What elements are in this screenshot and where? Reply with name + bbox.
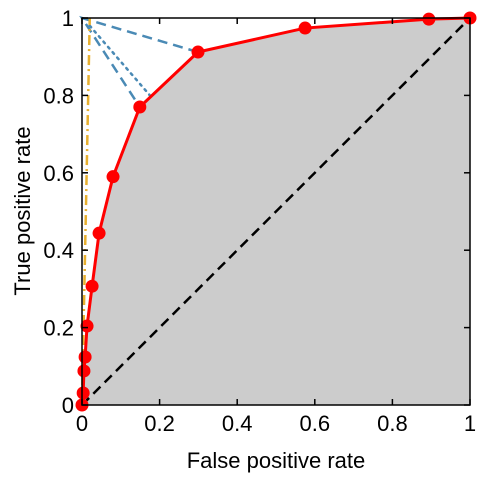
series-line <box>80 17 92 406</box>
series-line <box>81 17 471 406</box>
data-point <box>298 21 312 35</box>
x-tick-label: 0.4 <box>222 411 253 436</box>
series-line <box>88 24 152 97</box>
y-tick-label: 0.6 <box>43 161 74 186</box>
x-tick-label: 0.6 <box>300 411 331 436</box>
data-point <box>77 364 91 378</box>
data-point <box>191 45 205 59</box>
x-tick-label: 0 <box>76 411 88 436</box>
x-tick-label: 0.2 <box>144 411 175 436</box>
y-tick-label: 1 <box>62 6 74 31</box>
data-point <box>85 279 99 293</box>
data-point <box>92 226 106 240</box>
data-point <box>76 386 90 400</box>
x-tick-label: 1 <box>464 411 476 436</box>
x-axis-label: False positive rate <box>187 448 366 473</box>
y-tick-label: 0.4 <box>43 238 74 263</box>
y-axis-label: True positive rate <box>10 126 35 295</box>
data-point <box>80 319 94 333</box>
data-point <box>106 170 120 184</box>
plot-frame <box>81 17 471 406</box>
y-tick-label: 0.2 <box>43 316 74 341</box>
data-point <box>78 350 92 364</box>
y-tick-label: 0 <box>62 393 74 418</box>
data-point <box>422 12 436 26</box>
data-point <box>133 100 147 114</box>
y-tick-label: 0.8 <box>43 83 74 108</box>
x-tick-label: 0.8 <box>377 411 408 436</box>
